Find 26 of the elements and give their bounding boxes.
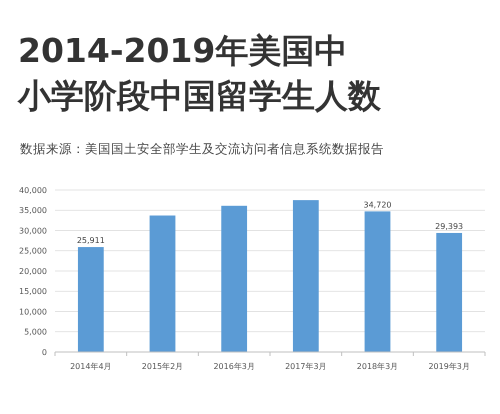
x-tick-label: 2016年3月 xyxy=(213,362,255,371)
y-tick-label: 5,000 xyxy=(24,328,47,337)
y-tick-label: 20,000 xyxy=(19,266,47,276)
y-tick-label: 35,000 xyxy=(19,206,47,216)
x-tick-label: 2017年3月 xyxy=(285,362,327,371)
source-note: 数据来源：美国国土安全部学生及交流访问者信息系统数据报告 xyxy=(20,141,384,156)
y-tick-label: 15,000 xyxy=(19,287,47,296)
bar xyxy=(150,216,176,352)
x-tick-label: 2019年3月 xyxy=(428,362,470,371)
x-tick-label: 2014年4月 xyxy=(70,362,112,371)
data-label: 34,720 xyxy=(364,200,392,210)
y-tick-label: 10,000 xyxy=(19,307,47,316)
bar xyxy=(292,200,319,352)
y-tick-label: 0 xyxy=(42,348,47,357)
x-tick-label: 2018年3月 xyxy=(356,362,398,371)
y-tick-label: 40,000 xyxy=(19,186,47,195)
y-tick-label: 25,000 xyxy=(19,246,47,256)
data-label: 29,393 xyxy=(435,222,464,231)
x-tick-label: 2015年2月 xyxy=(142,362,184,371)
data-label: 25,911 xyxy=(76,236,105,246)
bar xyxy=(436,232,462,352)
chart-title: 2014-2019年美国中小学阶段中国留学生人数 xyxy=(17,31,382,115)
y-tick-label: 30,000 xyxy=(19,226,47,236)
bar xyxy=(78,247,104,352)
bar xyxy=(221,206,248,352)
bar xyxy=(364,211,390,352)
